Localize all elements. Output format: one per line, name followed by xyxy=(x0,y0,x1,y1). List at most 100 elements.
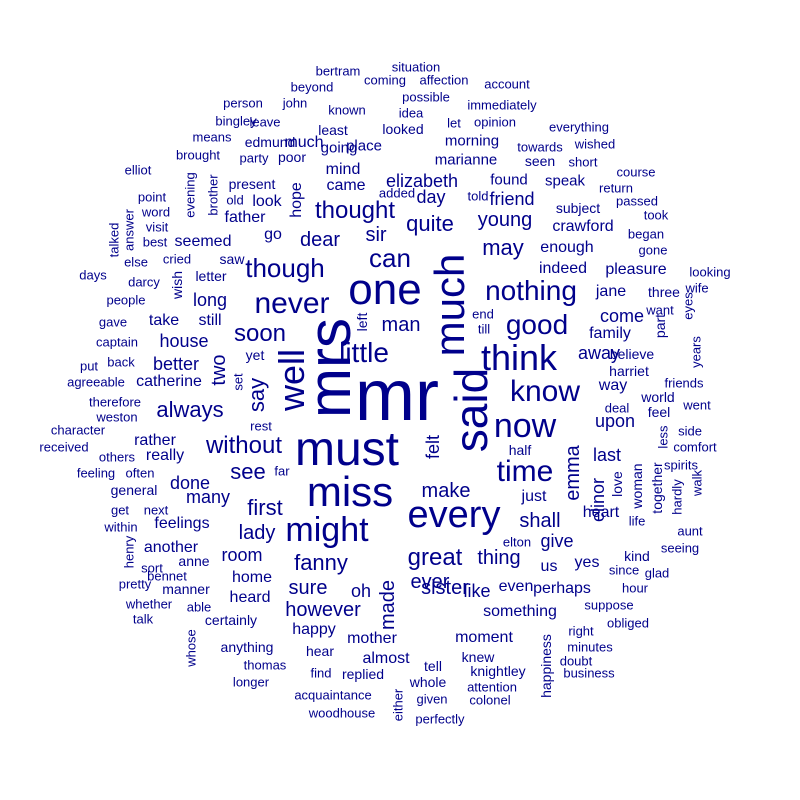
word-made: made xyxy=(377,579,399,631)
word-thought: thought xyxy=(314,197,396,224)
word-upon: upon xyxy=(594,411,636,431)
word-affection: affection xyxy=(419,72,469,88)
word-better: better xyxy=(152,354,200,374)
word-want: want xyxy=(646,302,674,318)
word-till: till xyxy=(477,321,491,337)
word-yes: yes xyxy=(574,554,600,571)
word-woman: woman xyxy=(629,463,645,509)
word-mother: mother xyxy=(347,630,397,647)
word-doubt: doubt xyxy=(559,653,593,669)
word-happiness: happiness xyxy=(538,634,554,698)
word-gave: gave xyxy=(98,314,128,330)
word-jane: jane xyxy=(595,283,627,300)
word-put: put xyxy=(79,358,99,374)
word-said: said xyxy=(445,367,497,453)
word-since: since xyxy=(608,562,640,578)
word-still: still xyxy=(198,312,222,329)
word-well: well xyxy=(271,348,312,412)
word-poor: poor xyxy=(277,149,307,165)
word-oh: oh xyxy=(350,581,372,601)
word-nothing: nothing xyxy=(485,275,577,306)
word-friends: friends xyxy=(664,375,704,391)
word-wished: wished xyxy=(574,136,616,152)
word-elizabeth: elizabeth xyxy=(385,171,459,191)
word-little: little xyxy=(339,337,389,368)
word-must: must xyxy=(294,423,400,476)
word-looked: looked xyxy=(382,121,424,137)
word-lady: lady xyxy=(238,522,276,544)
word-even: even xyxy=(498,578,534,595)
word-aunt: aunt xyxy=(677,523,703,539)
word-whose: whose xyxy=(183,629,199,667)
word-moment: moment xyxy=(455,629,513,646)
word-therefore: therefore xyxy=(88,394,142,410)
word-first: first xyxy=(247,495,283,520)
word-hope: hope xyxy=(288,182,305,218)
word-something: something xyxy=(483,603,557,620)
word-home: home xyxy=(231,569,273,586)
word-tell: tell xyxy=(424,658,442,674)
word-set: set xyxy=(230,373,246,391)
word-glad: glad xyxy=(644,565,670,581)
word-though: though xyxy=(245,253,325,283)
word-took: took xyxy=(643,207,669,223)
word-acquaintance: acquaintance xyxy=(294,687,372,703)
word-however: however xyxy=(285,599,361,621)
word-house: house xyxy=(159,331,209,351)
word-friend: friend xyxy=(489,189,535,209)
word-thomas: thomas xyxy=(243,657,287,673)
word-often: often xyxy=(125,465,155,481)
word-weston: weston xyxy=(96,409,138,425)
word-last: last xyxy=(592,445,622,465)
word-letter: letter xyxy=(195,268,227,284)
word-return: return xyxy=(599,180,633,196)
word-attention: attention xyxy=(467,679,517,695)
word-never: never xyxy=(254,287,330,320)
word-perhaps: perhaps xyxy=(533,580,591,597)
word-away: away xyxy=(577,343,621,363)
word-next: next xyxy=(143,502,169,518)
word-sure: sure xyxy=(288,577,328,599)
word-known: known xyxy=(328,102,366,118)
word-back: back xyxy=(107,354,135,370)
word-sir: sir xyxy=(365,224,387,246)
word-visit: visit xyxy=(145,219,169,235)
word-character: character xyxy=(50,422,106,438)
word-fanny: fanny xyxy=(294,550,348,575)
word-means: means xyxy=(192,129,232,145)
word-soon: soon xyxy=(233,320,287,347)
word-now: now xyxy=(493,407,557,445)
word-elton: elton xyxy=(502,534,532,550)
word-can: can xyxy=(369,243,411,273)
word-agreeable: agreeable xyxy=(67,374,125,390)
word-rather: rather xyxy=(134,432,176,449)
word-coming: coming xyxy=(364,72,406,88)
word-crawford: crawford xyxy=(552,218,614,235)
word-us: us xyxy=(540,558,558,575)
word-bingley: bingley xyxy=(215,113,257,129)
word-far: far xyxy=(274,463,290,479)
word-idea: idea xyxy=(398,105,424,121)
word-life: life xyxy=(628,513,646,529)
word-like: like xyxy=(463,581,491,601)
word-seeing: seeing xyxy=(660,540,700,556)
word-much: much xyxy=(426,253,473,357)
word-colonel: colonel xyxy=(469,692,511,708)
word-short: short xyxy=(568,154,598,170)
word-suppose: suppose xyxy=(584,597,634,613)
word-believe: believe xyxy=(609,346,655,362)
word-deal: deal xyxy=(604,400,630,416)
word-end: end xyxy=(472,306,494,322)
word-seen: seen xyxy=(524,153,556,169)
word-longer: longer xyxy=(232,674,270,690)
word-feel: feel xyxy=(647,404,671,420)
word-room: room xyxy=(221,545,263,565)
word-woodhouse: woodhouse xyxy=(308,705,376,721)
word-part: part xyxy=(652,313,668,339)
word-able: able xyxy=(186,599,212,615)
word-brought: brought xyxy=(175,147,221,163)
word-comfort: comfort xyxy=(673,439,717,455)
word-time: time xyxy=(496,455,554,488)
word-minutes: minutes xyxy=(567,639,613,655)
